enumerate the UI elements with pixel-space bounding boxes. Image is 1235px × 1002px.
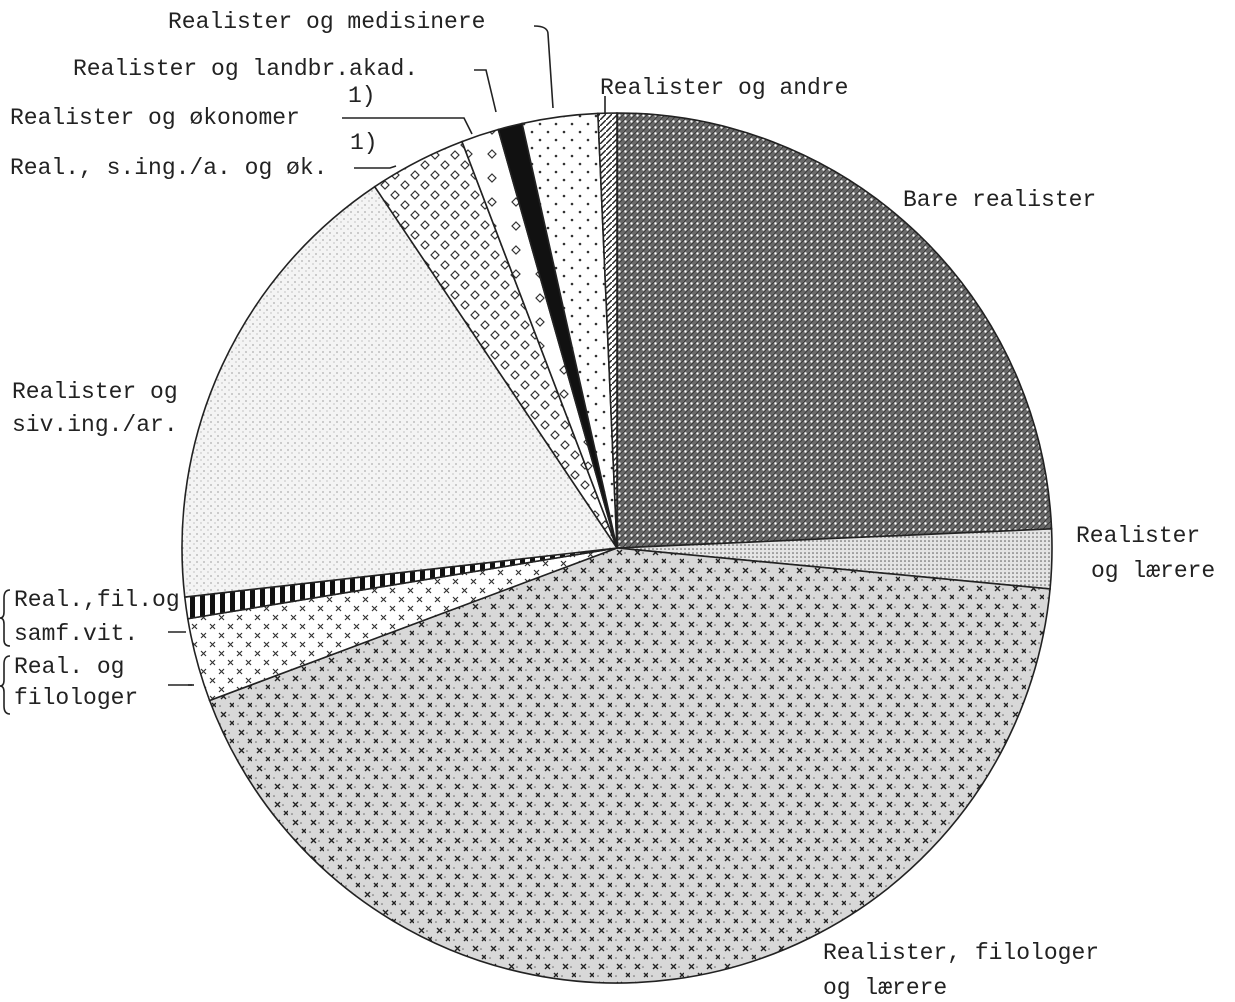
pie-slice [208,547,1051,984]
slice-label: Realister [1076,523,1200,549]
slice-label: og lærere [1091,558,1215,584]
pie-slice [181,185,619,598]
slice-label: Real., s.ing./a. og øk. [10,155,327,181]
slice-label: filologer [14,685,138,711]
slice-label: og lærere [823,975,947,1001]
labels: Bare realister Realister og lærere Realiste… [10,9,1215,1001]
leader-line [342,117,473,135]
slice-label: Realister og andre [600,75,848,101]
slice-label: siv.ing./ar. [12,412,178,438]
pie-slice [597,112,618,549]
pie-slice [616,112,1053,549]
slice-label: samf.vit. [14,621,138,647]
footnote-marker: 1) [348,83,376,109]
leader-line [354,165,397,169]
bracket [0,589,11,647]
slice-label: Real. og [14,654,124,680]
leader-line [533,25,554,109]
slice-label: Realister og landbr.akad. [73,56,418,82]
leader-line [474,69,497,113]
slice-label: Realister og medisinere [168,9,485,35]
slice-label: Realister og [12,379,178,405]
leader-lines [0,25,606,715]
slice-label: Realister og økonomer [10,105,300,131]
slice-label: Realister, filologer [823,940,1099,966]
slice-label: Bare realister [903,187,1096,213]
slice-label: Real.,fil.og [14,587,180,613]
bracket [0,655,11,715]
slices [181,112,1053,984]
footnote-marker: 1) [350,130,378,156]
